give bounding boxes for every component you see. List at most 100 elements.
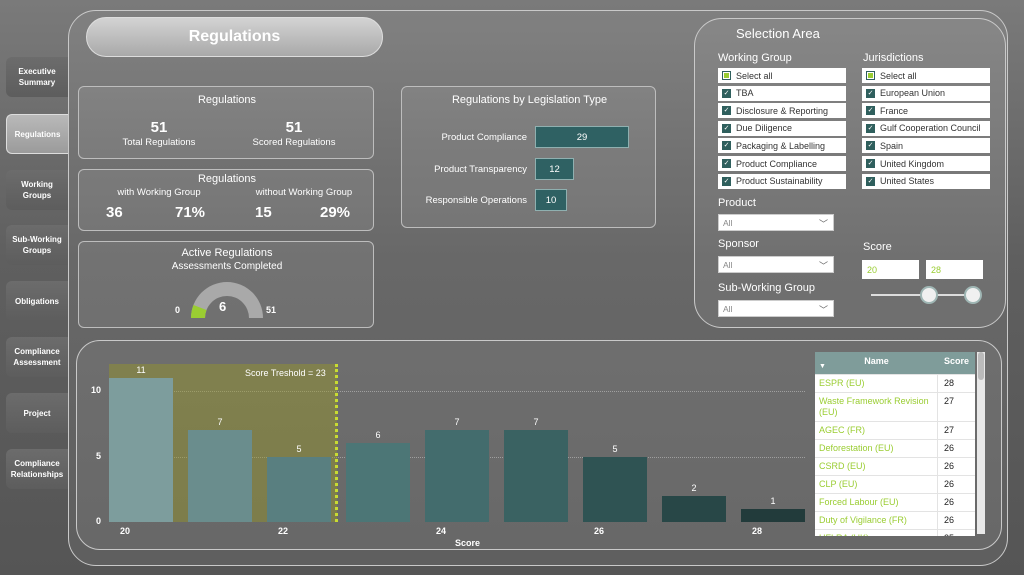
chart-bar[interactable] [346, 443, 410, 522]
working-group-option[interactable]: ✓ Packaging & Labelling [718, 138, 846, 154]
bar-value-label: 2 [691, 482, 697, 493]
table-row[interactable]: Waste Framework Revision (EU) 27 [815, 392, 975, 421]
table-header: Name ▼ Score [815, 352, 975, 374]
checkbox-checked-icon[interactable]: ✓ [722, 176, 731, 186]
checkbox-checked-icon[interactable]: ✓ [866, 88, 875, 98]
legislation-bar[interactable]: 10 [535, 189, 567, 211]
x-tick-label: 22 [277, 526, 288, 536]
regulation-name: Waste Framework Revision (EU) [815, 393, 938, 421]
table-scrollbar-thumb[interactable] [978, 352, 984, 380]
checkbox-checked-icon[interactable]: ✓ [866, 159, 875, 168]
without-working-group-label: without Working Group [255, 187, 353, 198]
gauge-fill [191, 304, 207, 318]
checkbox-checked-icon[interactable]: ✓ [722, 88, 731, 98]
checkbox-checked-icon[interactable]: ✓ [722, 106, 731, 116]
sub-working-group-label: Sub-Working Group [718, 282, 816, 294]
table-row[interactable]: Deforestation (EU) 26 [815, 439, 975, 457]
product-dropdown[interactable]: All ﹀ [718, 214, 834, 231]
checkbox-checked-icon[interactable]: ✓ [866, 123, 875, 133]
legislation-bar[interactable]: 12 [535, 158, 574, 180]
working-group-option[interactable]: ✓ Product Sustainability [718, 173, 846, 189]
legislation-bar[interactable]: 29 [535, 126, 629, 148]
regulations-kpi-card: Regulations 51 Total Regulations 51 Scor… [78, 86, 374, 159]
checkbox-checked-icon[interactable]: ✓ [722, 123, 731, 133]
checkbox-checked-icon[interactable]: ✓ [866, 106, 875, 116]
nav-regulations[interactable]: Regulations [6, 114, 68, 154]
checkbox-checked-icon[interactable]: ✓ [866, 176, 875, 186]
regulation-name: Duty of Vigilance (FR) [815, 512, 938, 529]
regulation-score: 26 [944, 461, 955, 471]
jurisdiction-option[interactable]: ✓ France [862, 103, 990, 119]
working-group-option[interactable]: ✓ Disclosure & Reporting [718, 103, 846, 119]
jurisdiction-option[interactable]: ✓ Spain [862, 138, 990, 154]
working-group-option[interactable]: ✓ Product Compliance [718, 156, 846, 171]
sub-working-group-dropdown[interactable]: All ﹀ [718, 300, 834, 317]
chart-bar[interactable] [109, 378, 173, 522]
chart-bar[interactable] [425, 430, 489, 522]
working-group-option-label: Disclosure & Reporting [736, 105, 829, 116]
regulations-table: Name ▼ Score ESPR (EU) 28 Waste Framework … [815, 352, 975, 536]
table-row[interactable]: Duty of Vigilance (FR) 26 [815, 511, 975, 529]
chart-bar[interactable] [583, 456, 647, 522]
y-tick-label: 5 [95, 450, 101, 461]
working-group-option-label: Select all [736, 70, 773, 81]
checkbox-checked-icon[interactable]: ✓ [722, 159, 731, 168]
with-working-group-pct: 71% [175, 204, 206, 221]
partial-checkbox-icon[interactable] [866, 71, 875, 80]
table-scrollbar[interactable] [977, 352, 985, 534]
chart-bar[interactable] [741, 508, 805, 522]
x-tick-label: 26 [593, 526, 604, 536]
jurisdiction-option[interactable]: ✓ United States [862, 173, 990, 189]
chart-bar[interactable] [504, 430, 568, 522]
table-row[interactable]: HFLRA (UK)25 [815, 529, 975, 536]
sponsor-dropdown[interactable]: All ﹀ [718, 256, 834, 273]
regulation-name: AGEC (FR) [815, 422, 938, 439]
checkbox-checked-icon[interactable]: ✓ [722, 141, 731, 151]
nav-project[interactable]: Project [6, 393, 68, 433]
jurisdiction-option-label: United States [880, 176, 935, 187]
gridline [109, 391, 805, 393]
table-row[interactable]: AGEC (FR) 27 [815, 421, 975, 439]
score-min-input[interactable]: 20 [862, 260, 919, 279]
jurisdiction-option[interactable]: ✓ Gulf Cooperation Council [862, 120, 990, 136]
working-group-label: Working Group [718, 52, 792, 64]
column-header-name[interactable]: Name ▼ [819, 356, 889, 370]
score-slider-min-handle[interactable] [920, 286, 938, 304]
nav-compliance-relationships[interactable]: Compliance Relationships [6, 449, 68, 489]
bar-value-label: 11 [136, 365, 146, 375]
table-row[interactable]: CLP (EU) 26 [815, 475, 975, 493]
chart-bar[interactable] [188, 430, 252, 522]
jurisdiction-option-label: Gulf Cooperation Council [880, 123, 981, 134]
working-group-option[interactable]: ✓ TBA [718, 85, 846, 101]
nav-sub-working-groups[interactable]: Sub-Working Groups [6, 225, 68, 265]
product-value: All [723, 217, 733, 228]
working-group-option[interactable]: Select all [718, 68, 846, 83]
score-max-input[interactable]: 28 [926, 260, 983, 279]
bar-value-label: 5 [296, 443, 302, 454]
chart-bar[interactable] [267, 456, 331, 522]
jurisdiction-option[interactable]: ✓ European Union [862, 85, 990, 101]
regulation-score: 26 [944, 497, 955, 507]
table-row[interactable]: Forced Labour (EU) 26 [815, 493, 975, 511]
chart-bar[interactable] [662, 495, 726, 522]
partial-checkbox-icon[interactable] [722, 71, 731, 80]
gauge-chart [191, 282, 263, 318]
table-row[interactable]: ESPR (EU) 28 [815, 374, 975, 392]
jurisdiction-option[interactable]: ✓ United Kingdom [862, 156, 990, 171]
table-row[interactable]: CSRD (EU) 26 [815, 457, 975, 475]
column-header-score[interactable]: Score [943, 356, 969, 366]
nav-compliance-assessment[interactable]: Compliance Assessment [6, 337, 68, 377]
jurisdiction-option[interactable]: Select all [862, 68, 990, 83]
total-regulations-label: Total Regulations [122, 137, 196, 148]
sort-down-icon: ▼ [819, 363, 826, 370]
working-group-option[interactable]: ✓ Due Diligence [718, 120, 846, 136]
checkbox-checked-icon[interactable]: ✓ [866, 141, 875, 151]
x-tick-label: 24 [435, 526, 446, 536]
table-body: ESPR (EU) 28 Waste Framework Revision (EU)… [815, 374, 975, 536]
regulation-name: CLP (EU) [815, 476, 938, 493]
sub-working-group-value: All [723, 303, 733, 314]
nav-executive-summary[interactable]: Executive Summary [6, 57, 68, 97]
nav-working-groups[interactable]: Working Groups [6, 170, 68, 210]
score-slider-max-handle[interactable] [964, 286, 982, 304]
nav-obligations[interactable]: Obligations [6, 281, 68, 321]
